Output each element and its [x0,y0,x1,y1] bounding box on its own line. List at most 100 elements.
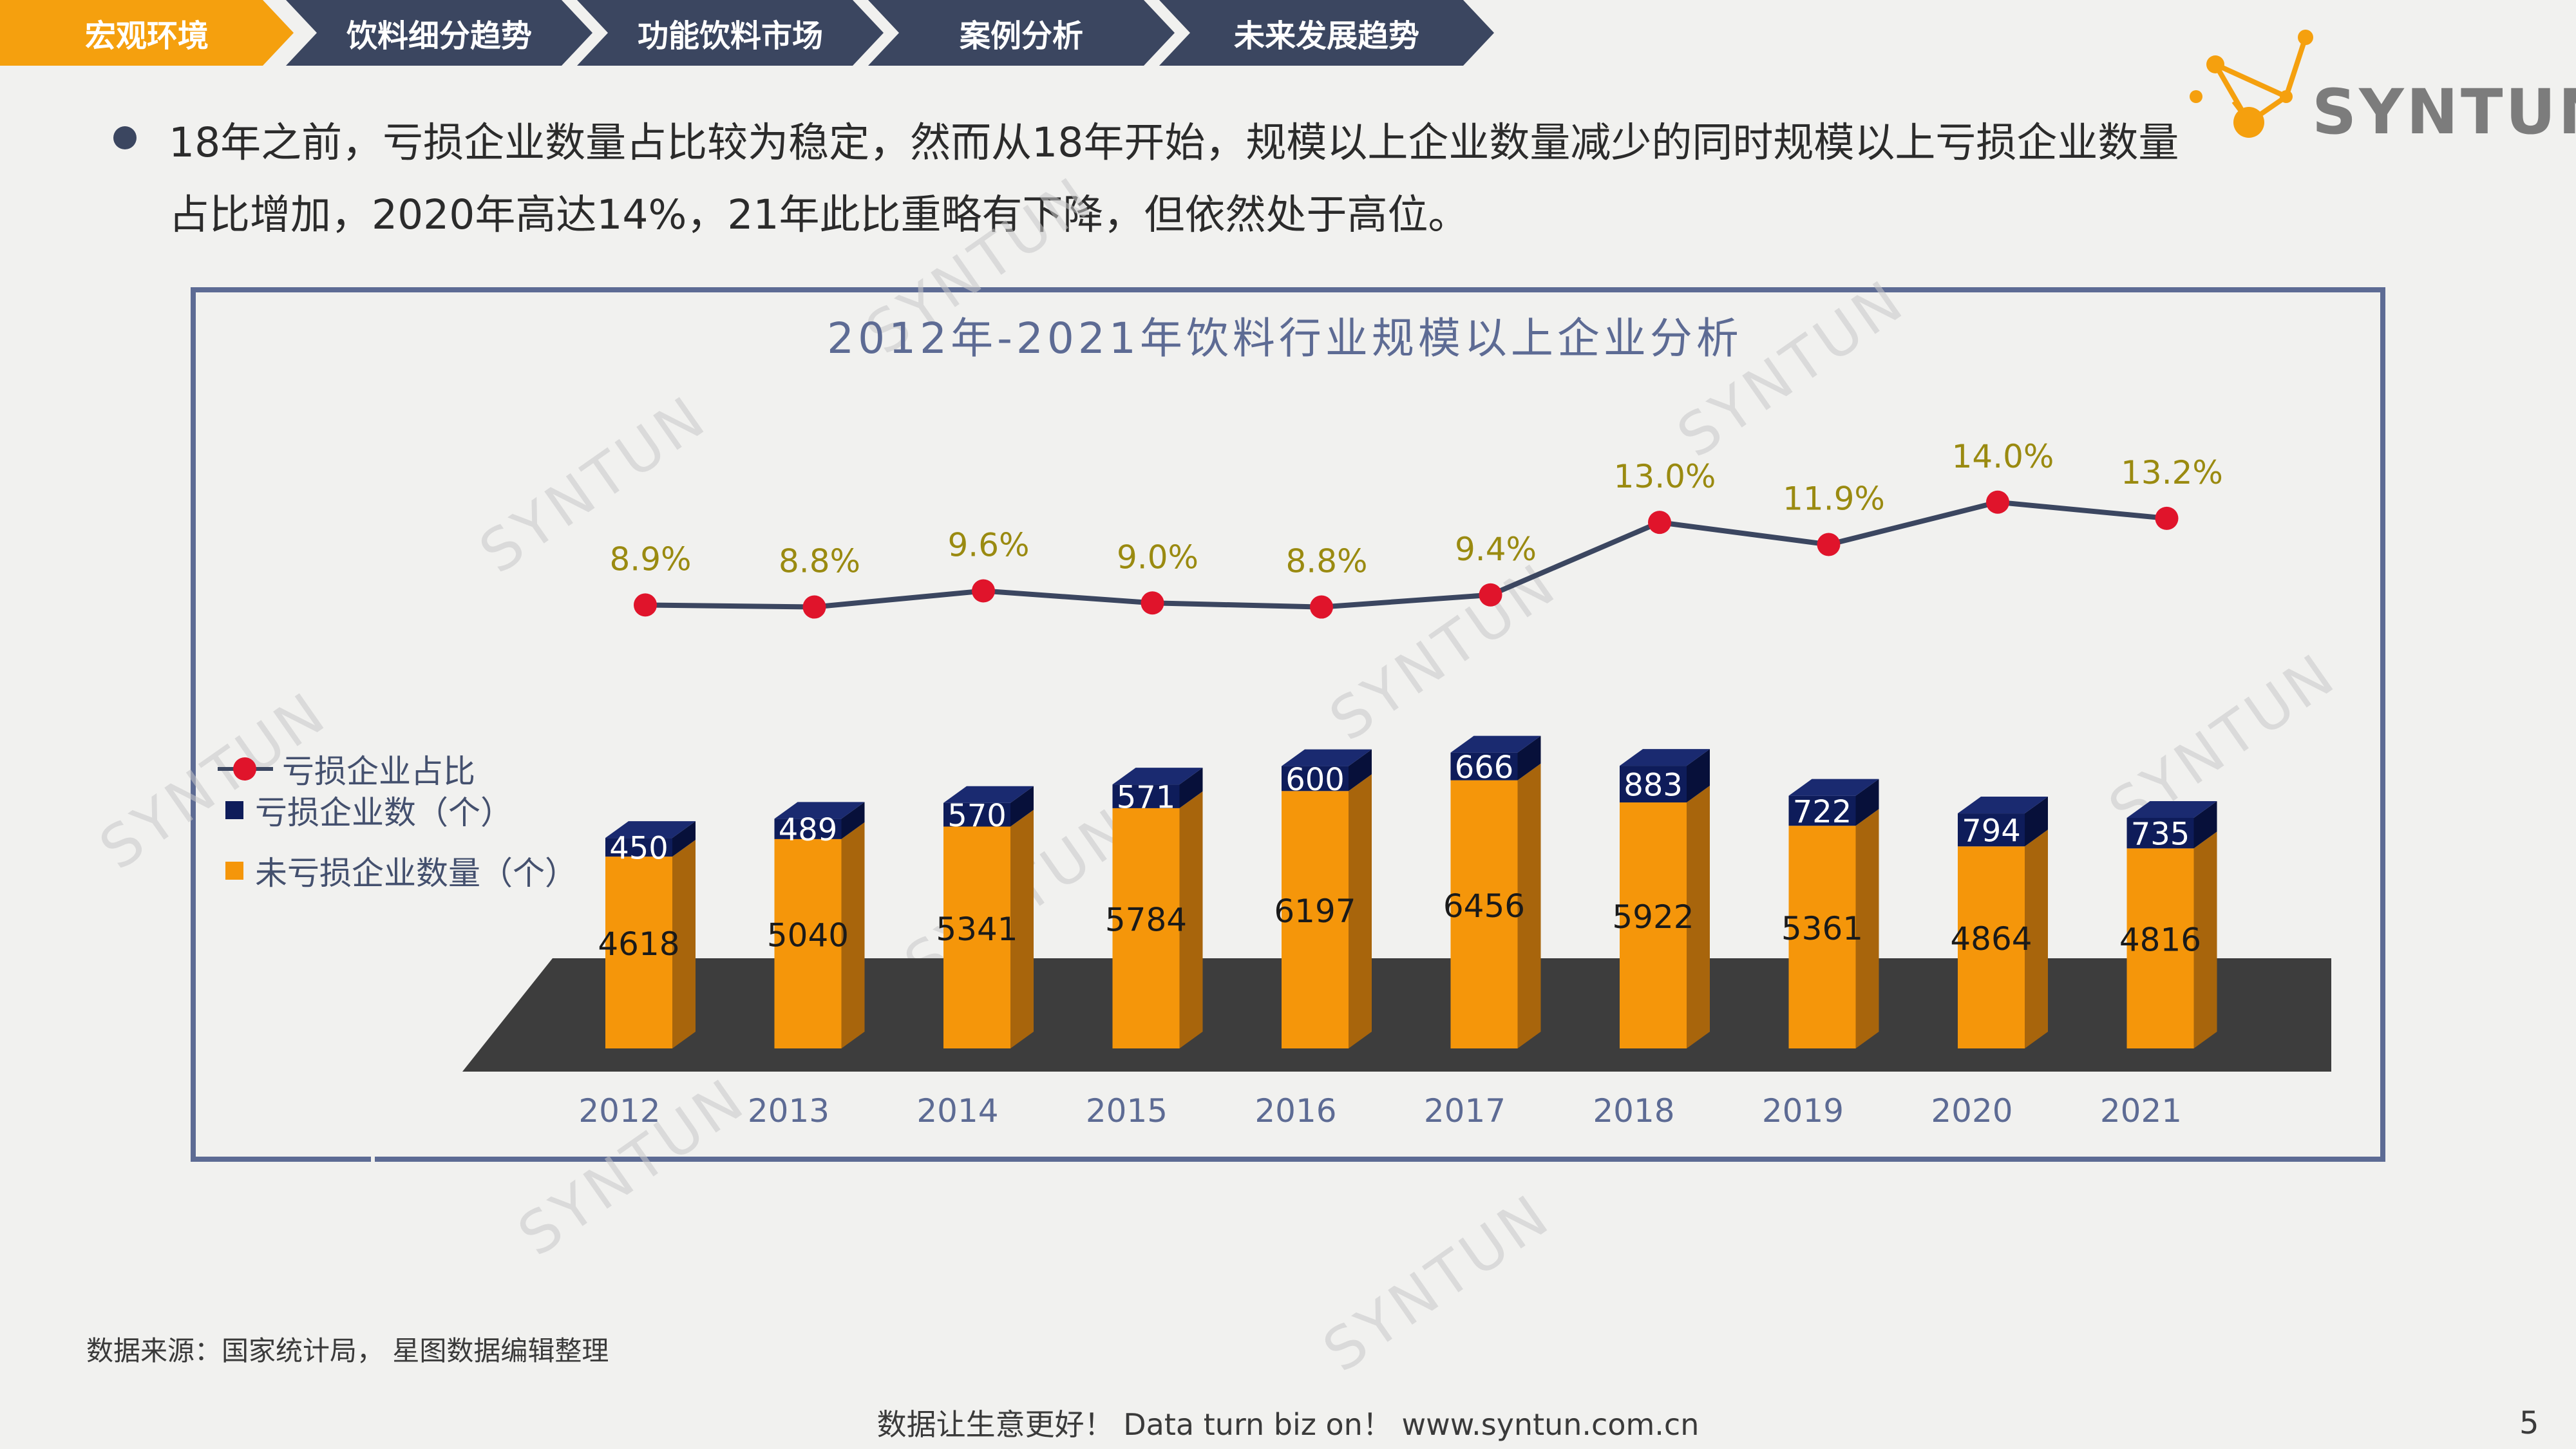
line-point [1986,490,2009,514]
bar-loss [2126,817,2194,849]
syntun-logo: SYNTUN [2190,26,2576,155]
logo-wordmark: SYNTUN [2312,76,2576,148]
x-tick-label: 2019 [1762,1092,1844,1130]
bar-side-loss [841,802,865,839]
line-value-label: 8.8% [779,543,860,580]
bar-value-loss: 600 [1285,762,1345,798]
nav-item-segment-trends[interactable]: 饮料细分趋势 [286,0,592,66]
x-tick-label: 2013 [748,1092,829,1130]
bar-side-loss [1687,749,1710,803]
line-point [802,595,826,619]
x-tick-label: 2012 [578,1092,660,1130]
breadcrumb-nav: 宏观环境 饮料细分趋势 功能饮料市场 案例分析 未来发展趋势 [0,0,1494,66]
bar-profit [774,838,842,1048]
bar-value-loss: 794 [1962,813,2021,849]
line-point [1141,591,1164,615]
x-tick-label: 2018 [1593,1092,1674,1130]
legend-item-loss-count: 亏损企业数（个） [225,787,513,833]
bar-value-loss: 722 [1793,794,1852,830]
bar-side-profit [1687,786,1710,1048]
bar-side-profit [841,822,865,1048]
line-point [1648,511,1671,535]
bar-top [1282,749,1372,766]
bar-loss [774,819,842,839]
bar-side-loss [2025,797,2048,847]
bar-side-profit [1855,809,1879,1048]
bar-top [1450,735,1541,753]
line-point [1817,533,1841,556]
bar-value-loss: 571 [1117,780,1176,816]
bar-top [774,802,865,819]
chart-title: 2012年-2021年饮料行业规模以上企业分析 [827,314,1743,363]
bullet-text: 18年之前，亏损企业数量占比较为稳定，然而从18年开始，规模以上企业数量减少的同… [169,119,2179,238]
bar-side-loss [1855,779,1879,826]
legend-line-marker [218,757,273,781]
bar-side-profit [2193,831,2217,1048]
bar-profit [1112,808,1180,1048]
bar-side-profit [672,840,696,1048]
line-point [634,593,657,617]
bar-top [2126,800,2217,818]
line-value-label: 9.4% [1455,531,1537,568]
x-tick-label: 2016 [1255,1092,1336,1130]
bar-value-loss: 570 [947,798,1007,834]
bar-value-profit: 6456 [1443,887,1525,925]
bar-loss [1620,766,1687,803]
bar-loss [1450,752,1518,781]
legend-label: 亏损企业数（个） [255,794,513,831]
bar-loss [1282,766,1349,791]
bar-value-profit: 4864 [1950,920,2032,958]
bar-value-profit: 6197 [1274,893,1356,930]
bullet-dot [113,126,137,149]
bar-value-loss: 666 [1455,750,1514,786]
footer-slogan: 数据让生意更好！ Data turn biz on！ www.syntun.co… [876,1407,1700,1442]
line-point [1310,595,1333,619]
data-source: 数据来源：国家统计局， 星图数据编辑整理 [86,1335,609,1367]
bar-value-profit: 5784 [1105,901,1187,938]
line-value-label: 9.0% [1117,538,1198,576]
x-tick-label: 2014 [916,1092,998,1130]
bar-value-loss: 735 [2131,817,2190,853]
bar-side-loss [1517,735,1541,781]
bar-top [1620,749,1710,766]
bar-top [1958,797,2048,814]
nav-item-case-study[interactable]: 案例分析 [868,0,1175,66]
bar-value-profit: 4618 [598,925,679,963]
bar-loss [1112,784,1180,808]
nav-item-future-trends[interactable]: 未来发展趋势 [1159,0,1494,66]
bar-value-profit: 5341 [936,911,1018,948]
bar-value-loss: 883 [1624,768,1683,804]
bar-loss [1958,813,2025,847]
bar-profit [1788,826,1856,1048]
line-point [972,579,995,603]
legend-item-profit-count: 未亏损企业数量（个） [225,848,577,894]
frame-gap [371,1157,375,1166]
nav-item-functional-market[interactable]: 功能饮料市场 [577,0,884,66]
bar-side-profit [1517,763,1541,1048]
bar-value-profit: 5040 [767,916,849,954]
bar-loss [943,802,1010,827]
bar-side-loss [1349,749,1372,791]
bar-value-loss: 489 [779,812,838,848]
chart-floor [462,958,2331,1072]
legend-swatch [225,862,243,880]
bar-profit [1620,802,1687,1048]
bar-profit [605,857,672,1048]
bar-side-profit [1010,810,1034,1048]
bar-profit [1958,846,2025,1048]
bar-side-loss [672,821,696,857]
nav-item-macro[interactable]: 宏观环境 [0,0,294,66]
bar-value-profit: 5361 [1781,910,1863,947]
bar-top [943,786,1034,803]
bar-value-loss: 450 [609,831,668,867]
legend-label: 亏损企业占比 [282,753,475,790]
line-value-label: 11.9% [1783,480,1885,518]
legend-swatch [225,801,243,819]
x-tick-label: 2015 [1086,1092,1168,1130]
bar-top [1788,779,1879,796]
legend-item-loss-ratio: 亏损企业占比 [218,746,475,792]
bar-side-loss [2193,800,2217,849]
network-node-icon [2190,30,2313,138]
bar-side-profit [1179,791,1203,1048]
